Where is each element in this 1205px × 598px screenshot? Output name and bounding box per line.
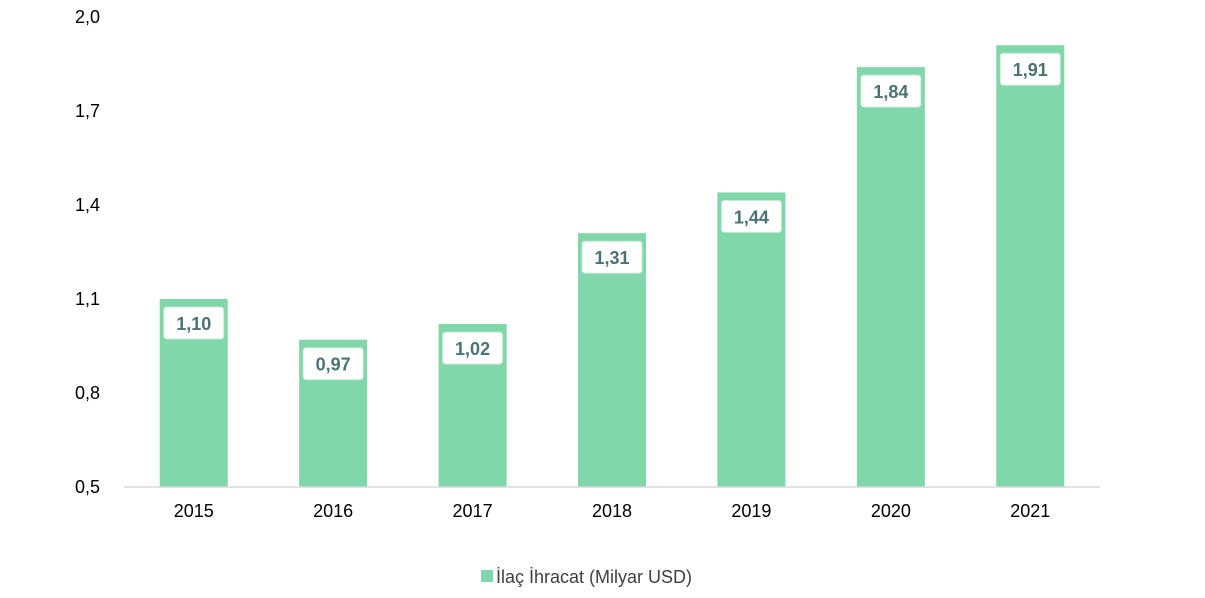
y-tick-label: 1,1	[75, 289, 100, 309]
bar	[856, 67, 925, 487]
x-tick-label: 2018	[592, 501, 632, 521]
data-label-box	[999, 52, 1061, 86]
data-label: 0,97	[316, 355, 351, 375]
x-tick-label: 2020	[871, 501, 911, 521]
legend: İlaç İhracat (Milyar USD)	[481, 567, 692, 587]
x-tick-label: 2019	[731, 501, 771, 521]
data-label-box	[163, 306, 225, 340]
x-tick-label: 2016	[313, 501, 353, 521]
data-label-box	[581, 240, 643, 274]
bar	[717, 192, 786, 487]
y-tick-label: 1,4	[75, 195, 100, 215]
data-label: 1,02	[455, 339, 490, 359]
x-tick-label: 2021	[1010, 501, 1050, 521]
data-label-box	[720, 199, 782, 233]
data-label: 1,10	[176, 314, 211, 334]
y-axis-tick-labels: 0,5 0,8 1,1 1,4 1,7 2,0	[75, 7, 100, 497]
y-tick-label: 2,0	[75, 7, 100, 27]
y-tick-label: 0,8	[75, 383, 100, 403]
data-label-box	[860, 74, 922, 108]
x-axis-tick-labels: 2015 2016 2017 2018 2019 2020 2021	[174, 501, 1051, 521]
data-label: 1,31	[594, 248, 629, 268]
data-label-box	[302, 347, 364, 381]
data-label: 1,84	[873, 82, 908, 102]
data-label: 1,91	[1013, 60, 1048, 80]
data-label: 1,44	[734, 207, 769, 227]
data-label-box	[442, 331, 504, 365]
y-tick-label: 1,7	[75, 101, 100, 121]
bar	[578, 233, 646, 487]
data-labels: 1,10 0,97 1,02 1,31 1,44 1,84 1,91	[163, 52, 1061, 381]
x-tick-label: 2015	[174, 501, 214, 521]
x-tick-label: 2017	[453, 501, 493, 521]
legend-swatch	[481, 570, 493, 582]
y-tick-label: 0,5	[75, 477, 100, 497]
legend-label: İlaç İhracat (Milyar USD)	[496, 567, 692, 587]
bar	[996, 45, 1065, 487]
